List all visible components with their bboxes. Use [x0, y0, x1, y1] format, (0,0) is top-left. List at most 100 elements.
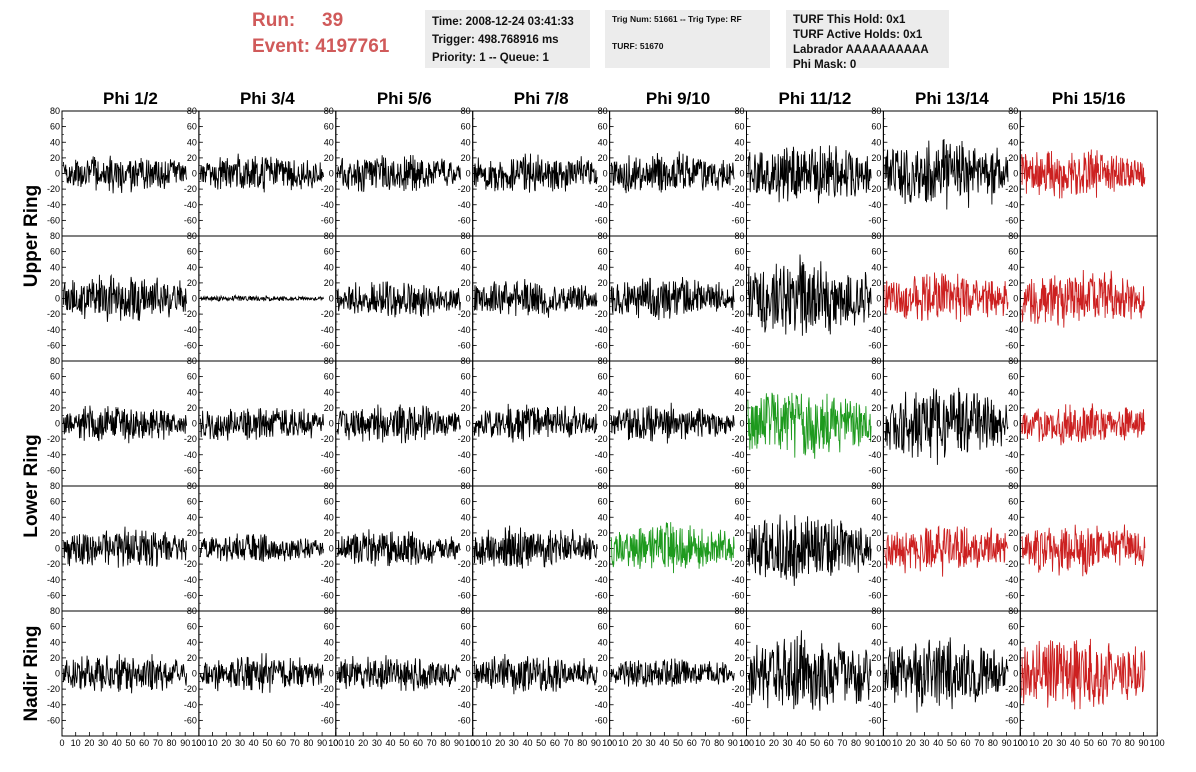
- waveform-panel: -60 -40 -20 0 20 40 60 80: [595, 231, 747, 362]
- y-tick-label: 0: [876, 294, 881, 304]
- y-tick-label: -40: [731, 450, 744, 460]
- x-tick-label: 40: [112, 738, 122, 748]
- x-tick-label: 90: [728, 738, 738, 748]
- x-tick-label: 90: [591, 738, 601, 748]
- y-tick-label: -20: [868, 559, 881, 569]
- y-tick-label: 60: [50, 622, 60, 632]
- y-tick-label: -60: [731, 715, 744, 725]
- waveform-panel: -60 -40 -20 0 20 40 60 80: [321, 481, 474, 612]
- y-tick-label: 80: [1008, 106, 1018, 116]
- y-tick-label: 40: [734, 637, 744, 647]
- waveform-panel: -60 -40 -20 0 20 40 60 80: [458, 231, 611, 362]
- x-tick-label: 0: [607, 738, 612, 748]
- x-tick-label: 60: [550, 738, 560, 748]
- waveform-trace: [336, 154, 461, 193]
- trigger-line: Trigger: 498.768916 ms: [432, 34, 559, 46]
- y-tick-label: 80: [598, 231, 608, 241]
- y-tick-label: 20: [50, 528, 60, 538]
- y-tick-label: -60: [595, 715, 608, 725]
- y-tick-label: 80: [50, 231, 60, 241]
- y-tick-label: 80: [1008, 231, 1018, 241]
- y-tick-label: 20: [461, 153, 471, 163]
- y-tick-label: 20: [871, 278, 881, 288]
- y-tick-label: 60: [871, 122, 881, 132]
- y-tick-label: 60: [1008, 247, 1018, 257]
- waveform-trace: [336, 529, 461, 567]
- y-tick-label: -60: [321, 215, 334, 225]
- y-tick-label: -40: [868, 450, 881, 460]
- y-tick-label: 40: [461, 387, 471, 397]
- y-tick-label: -40: [47, 450, 60, 460]
- waveform-trace: [473, 153, 598, 193]
- turf-hold-line: TURF This Hold: 0x1: [793, 14, 906, 26]
- y-tick-label: 60: [734, 122, 744, 132]
- y-tick-label: 20: [734, 403, 744, 413]
- y-tick-label: -60: [184, 590, 197, 600]
- y-tick-label: 0: [876, 419, 881, 429]
- waveform-trace: [473, 278, 598, 318]
- y-tick-label: -60: [1005, 715, 1018, 725]
- y-tick-label: -20: [321, 684, 334, 694]
- y-tick-label: 20: [50, 153, 60, 163]
- y-tick-label: 0: [466, 294, 471, 304]
- x-tick-label: 20: [1043, 738, 1053, 748]
- y-tick-label: 0: [876, 669, 881, 679]
- y-tick-label: 40: [598, 137, 608, 147]
- y-tick-label: -60: [47, 215, 60, 225]
- y-tick-label: -60: [458, 590, 471, 600]
- x-tick-label: 40: [659, 738, 669, 748]
- y-tick-label: -40: [1005, 200, 1018, 210]
- y-tick-label: 40: [598, 512, 608, 522]
- y-tick-label: 0: [192, 669, 197, 679]
- waveform-trace: [747, 392, 872, 459]
- x-tick-label: 10: [892, 738, 902, 748]
- y-tick-label: 40: [187, 387, 197, 397]
- y-tick-label: 20: [187, 153, 197, 163]
- waveform-trace: [62, 405, 188, 444]
- y-tick-label: 40: [187, 262, 197, 272]
- waveform-panel: -60 -40 -20 0 20 40 60 80: [1005, 481, 1158, 612]
- y-tick-label: -60: [458, 715, 471, 725]
- y-tick-label: -20: [731, 184, 744, 194]
- x-tick-label: 60: [1097, 738, 1107, 748]
- y-tick-label: -20: [868, 684, 881, 694]
- waveform-panel: -60 -40 -20 0 20 40 60 80: [184, 356, 337, 487]
- x-tick-label: 40: [933, 738, 943, 748]
- x-tick-label: 100: [191, 738, 206, 748]
- y-tick-label: -60: [868, 590, 881, 600]
- y-tick-label: -60: [868, 715, 881, 725]
- y-tick-label: 60: [598, 497, 608, 507]
- y-tick-label: 0: [1013, 419, 1018, 429]
- x-tick-label: 0: [59, 738, 64, 748]
- y-tick-label: 20: [324, 278, 334, 288]
- y-tick-label: -60: [321, 465, 334, 475]
- waveform-panel: -60 -40 -20 0 20 40 60 80: [595, 106, 747, 237]
- y-tick-label: -40: [458, 200, 471, 210]
- y-tick-label: -40: [731, 200, 744, 210]
- y-tick-label: 20: [1008, 528, 1018, 538]
- y-tick-label: -20: [321, 559, 334, 569]
- y-tick-label: 60: [734, 497, 744, 507]
- y-tick-label: -40: [1005, 575, 1018, 585]
- y-tick-label: -40: [184, 450, 197, 460]
- y-tick-label: -20: [731, 559, 744, 569]
- y-tick-label: -60: [184, 465, 197, 475]
- y-tick-label: -60: [1005, 465, 1018, 475]
- y-tick-label: 0: [739, 544, 744, 554]
- y-tick-label: -40: [868, 200, 881, 210]
- y-tick-label: 20: [871, 528, 881, 538]
- y-tick-label: 0: [329, 294, 334, 304]
- y-tick-label: -20: [731, 309, 744, 319]
- y-tick-label: 80: [1008, 356, 1018, 366]
- y-tick-label: -20: [458, 434, 471, 444]
- x-tick-label: 70: [290, 738, 300, 748]
- y-tick-label: 80: [50, 356, 60, 366]
- y-tick-label: -60: [458, 465, 471, 475]
- y-tick-label: -40: [868, 700, 881, 710]
- y-tick-label: 20: [734, 653, 744, 663]
- waveform-panel: -60 -40 -20 0 20 40 60 80: [321, 231, 474, 362]
- y-tick-label: -20: [47, 684, 60, 694]
- y-tick-label: -40: [321, 450, 334, 460]
- y-tick-label: 20: [324, 653, 334, 663]
- y-tick-label: 40: [871, 512, 881, 522]
